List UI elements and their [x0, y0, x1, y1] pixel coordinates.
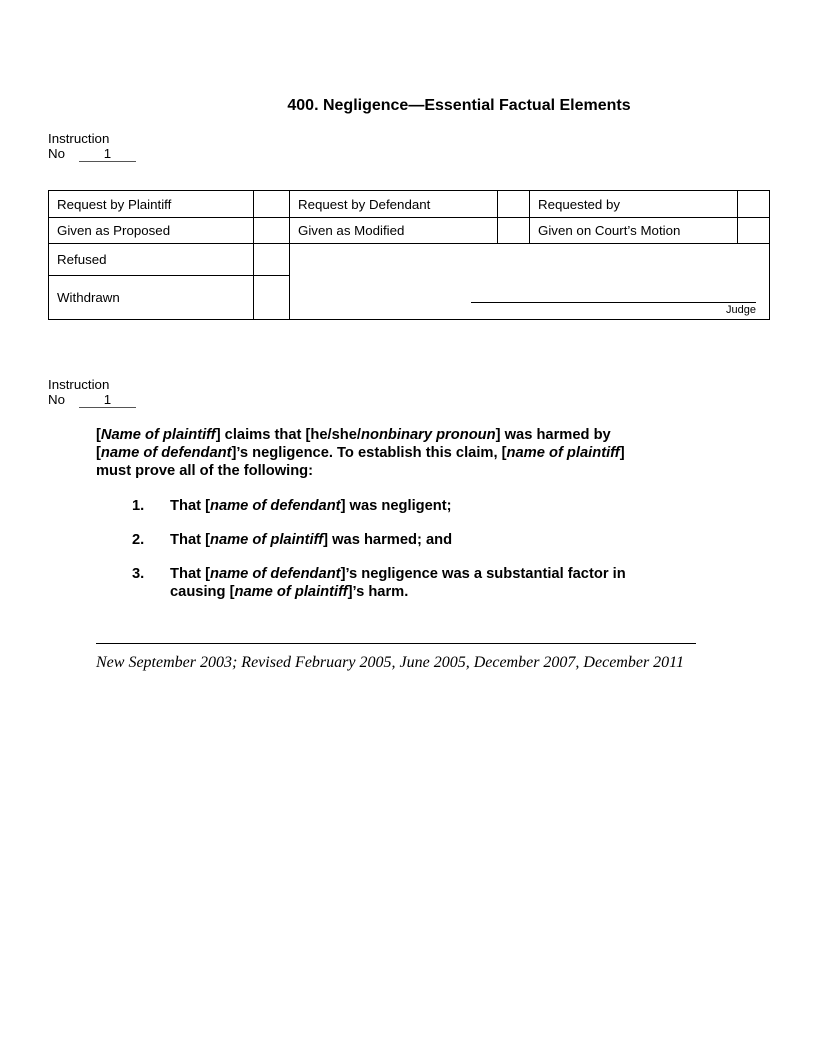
cell-requested-by: Requested by [530, 191, 738, 218]
cell-given-as-modified: Given as Modified [290, 218, 498, 244]
instruction-number-field-2[interactable]: 1 [79, 393, 136, 408]
cell-withdrawn: Withdrawn [49, 276, 254, 319]
check-cell-refused[interactable] [254, 244, 290, 276]
check-cell-request-by-plaintiff[interactable] [254, 191, 290, 218]
page-title: 400. Negligence—Essential Factual Elemen… [287, 97, 631, 114]
instruction-status-table: Request by Plaintiff Request by Defendan… [48, 190, 770, 320]
cell-request-by-defendant: Request by Defendant [290, 191, 498, 218]
cell-request-by-plaintiff: Request by Plaintiff [49, 191, 254, 218]
check-cell-given-as-modified[interactable] [498, 218, 530, 244]
check-cell-given-as-proposed[interactable] [254, 218, 290, 244]
list-item-text: That [name of defendant] was negligent; [170, 498, 452, 514]
list-item-text: That [name of plaintiff] was harmed; and [170, 532, 453, 548]
instruction-paragraph: [Name of plaintiff] claims that [he/she/… [96, 427, 625, 479]
instruction-label: Instruction [48, 131, 110, 146]
judge-label: Judge [726, 304, 756, 316]
instruction-number-field-1[interactable]: 1 [79, 147, 136, 162]
list-item-number: 2. [132, 532, 145, 548]
check-cell-withdrawn[interactable] [254, 276, 290, 319]
elements-list: 1. That [name of defendant] was negligen… [132, 497, 692, 617]
judge-signature-line[interactable] [471, 302, 756, 303]
list-item: 2. That [name of plaintiff] was harmed; … [132, 531, 692, 549]
judge-signature-area: Judge [290, 244, 769, 319]
check-cell-requested-by[interactable] [738, 191, 769, 218]
list-item: 3. That [name of defendant]’s negligence… [132, 565, 692, 601]
check-cell-request-by-defendant[interactable] [498, 191, 530, 218]
list-item-number: 3. [132, 566, 145, 582]
instruction-no-label: No [48, 146, 65, 161]
list-item: 1. That [name of defendant] was negligen… [132, 497, 692, 515]
instruction-no-label: No [48, 392, 65, 407]
cell-given-as-proposed: Given as Proposed [49, 218, 254, 244]
instruction-block-2: Instruction No 1 [48, 377, 136, 408]
list-item-number: 1. [132, 498, 145, 514]
instruction-label: Instruction [48, 377, 110, 392]
instruction-block-1: Instruction No 1 [48, 131, 136, 162]
revision-history: New September 2003; Revised February 200… [96, 654, 684, 671]
list-item-text: That [name of defendant]’s negligence wa… [170, 566, 626, 600]
footer-divider [96, 643, 696, 644]
check-cell-given-on-courts-motion[interactable] [738, 218, 769, 244]
cell-given-on-courts-motion: Given on Court’s Motion [530, 218, 738, 244]
cell-refused: Refused [49, 244, 254, 276]
